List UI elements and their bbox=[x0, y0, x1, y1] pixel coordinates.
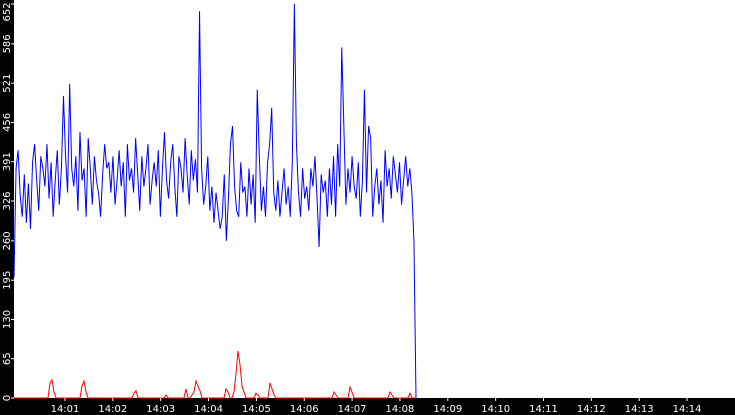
series-line-2 bbox=[14, 350, 416, 399]
x-tick-label: 14:02 bbox=[98, 404, 127, 415]
x-tick-label: 14:12 bbox=[577, 404, 606, 415]
x-tick-label: 14:13 bbox=[625, 404, 654, 415]
x-tick-label: 14:09 bbox=[433, 404, 462, 415]
x-tick-label: 14:01 bbox=[51, 404, 80, 415]
series-layer bbox=[13, 3, 417, 399]
y-tick-label: 326 bbox=[2, 191, 13, 210]
x-tick-label: 14:06 bbox=[290, 404, 319, 415]
y-tick-label: 0 bbox=[2, 395, 13, 401]
x-tick-label: 14:05 bbox=[242, 404, 271, 415]
x-tick-label: 14:08 bbox=[386, 404, 415, 415]
y-axis: 0 65 130 195 260 326 391 456 521 586 652 bbox=[2, 2, 14, 401]
x-tick-label: 14:07 bbox=[338, 404, 367, 415]
x-tick-label: 14:03 bbox=[146, 404, 175, 415]
x-tick-label: 14:14 bbox=[673, 404, 702, 415]
y-tick-label: 195 bbox=[2, 271, 13, 290]
x-tick-label: 14:11 bbox=[529, 404, 558, 415]
y-tick-label: 65 bbox=[2, 352, 13, 365]
y-tick-label: 130 bbox=[2, 310, 13, 329]
plot-area bbox=[14, 0, 735, 398]
y-tick-label: 586 bbox=[2, 34, 13, 53]
y-tick-label: 391 bbox=[2, 152, 13, 171]
y-tick-label: 456 bbox=[2, 113, 13, 132]
series-line-1 bbox=[13, 3, 417, 399]
x-tick-label: 14:10 bbox=[481, 404, 510, 415]
y-tick-label: 652 bbox=[2, 2, 13, 21]
x-axis: 14:01 14:02 14:03 14:04 14:05 14:06 14:07 14:08… bbox=[51, 398, 702, 415]
x-tick-label: 14:04 bbox=[194, 404, 223, 415]
y-tick-label: 521 bbox=[2, 74, 13, 93]
y-tick-label: 260 bbox=[2, 231, 13, 250]
